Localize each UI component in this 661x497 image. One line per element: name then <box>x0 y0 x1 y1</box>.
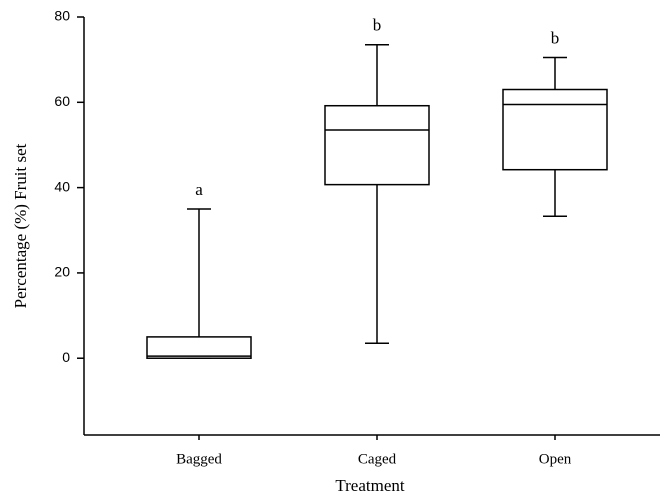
annotation: b <box>373 16 382 35</box>
annotation: b <box>551 28 560 47</box>
y-tick-label: 40 <box>54 178 70 194</box>
box <box>146 336 252 359</box>
x-tick-label: Caged <box>358 451 397 467</box>
y-tick-label: 80 <box>54 8 70 24</box>
box <box>502 88 608 171</box>
box <box>324 104 430 186</box>
x-tick-label: Bagged <box>176 451 222 467</box>
x-tick-label: Open <box>539 451 572 467</box>
y-tick-label: 60 <box>54 93 70 109</box>
annotation: a <box>195 180 203 199</box>
y-tick-label: 20 <box>54 264 70 280</box>
y-axis-label: Percentage (%) Fruit set <box>11 143 30 308</box>
y-tick-label: 0 <box>62 349 70 365</box>
x-axis-label: Treatment <box>335 476 405 495</box>
